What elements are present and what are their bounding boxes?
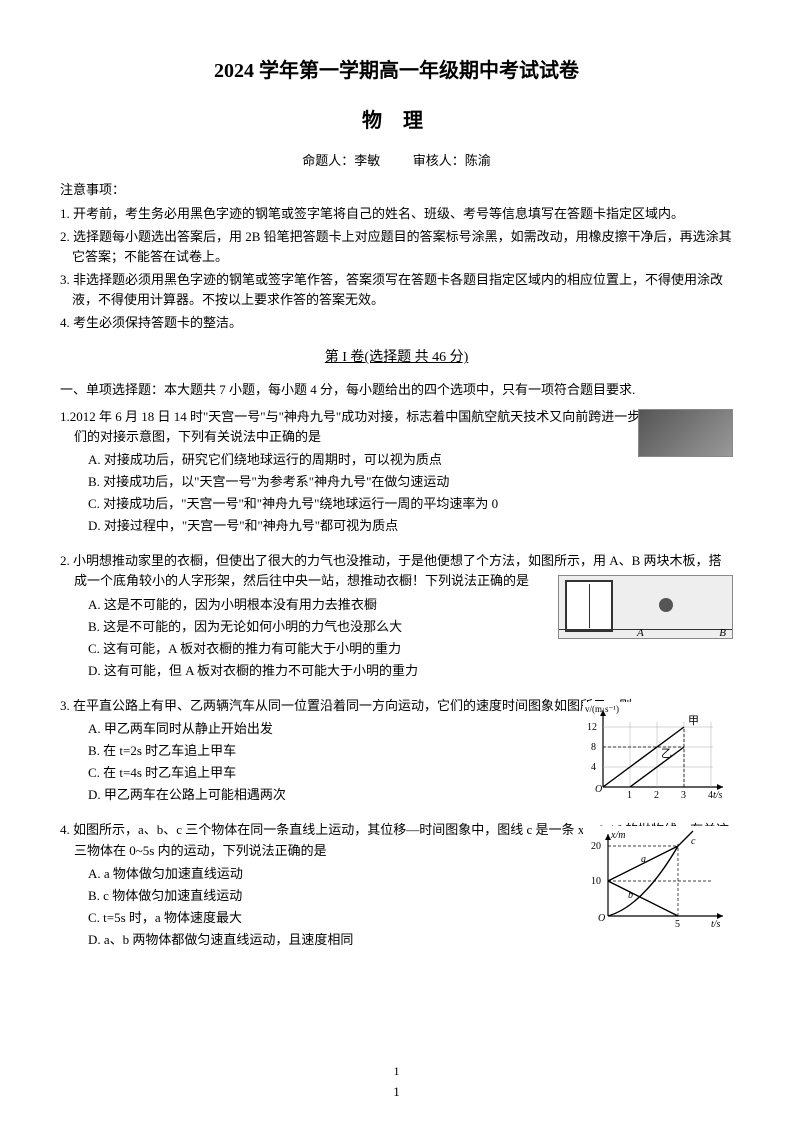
figure-cabinet: AB xyxy=(558,575,733,639)
svg-text:10: 10 xyxy=(591,876,601,887)
svg-text:O: O xyxy=(595,784,602,795)
author1-label: 命题人： xyxy=(302,153,354,168)
svg-text:4: 4 xyxy=(591,762,596,773)
section-instruction: 一、单项选择题：本大题共 7 小题，每小题 4 分，每小题给出的四个选项中，只有… xyxy=(60,380,733,401)
subject-title: 物 理 xyxy=(60,105,733,137)
notice-item: 3. 非选择题必须用黑色字迹的钢笔或签字笔作答，答案须写在答题卡各题目指定区域内… xyxy=(60,270,733,310)
notice-label: 注意事项： xyxy=(60,180,733,201)
svg-text:5: 5 xyxy=(675,919,680,930)
svg-text:a: a xyxy=(641,854,646,865)
q1-option-a: A. 对接成功后，研究它们绕地球运行的周期时，可以视为质点 xyxy=(88,449,733,471)
authors-line: 命题人：李敏 审核人：陈渝 xyxy=(60,151,733,172)
figure-xt-chart: O 10 20 5 t/s x/m a b c xyxy=(583,826,733,931)
page-number-small: 1 xyxy=(0,1062,793,1081)
svg-text:8: 8 xyxy=(591,742,596,753)
q1-option-b: B. 对接成功后，以"天宫一号"为参考系"神舟九号"在做匀速运动 xyxy=(88,471,733,493)
svg-text:O: O xyxy=(598,913,605,924)
question-3: O 4 8 12 1 2 3 4 t/s v/(m·s⁻¹) 甲 乙 3. 在平… xyxy=(60,696,733,807)
notice-item: 4. 考生必须保持答题卡的整洁。 xyxy=(60,313,733,333)
question-2: AB 2. 小明想推动家里的衣橱，但使出了很大的力气也没推动，于是他便想了个方法… xyxy=(60,551,733,682)
svg-text:乙: 乙 xyxy=(661,747,672,760)
q2-option-d: D. 这有可能，但 A 板对衣橱的推力不可能大于小明的重力 xyxy=(88,660,733,682)
author2-name: 陈渝 xyxy=(465,153,491,168)
section-title: 第 I 卷(选择题 共 46 分) xyxy=(60,347,733,369)
svg-text:x/m: x/m xyxy=(610,830,625,841)
question-4: O 10 20 5 t/s x/m a b c 4. 如图所示，a、b、c 三个… xyxy=(60,820,733,951)
svg-text:12: 12 xyxy=(587,722,597,733)
question-1: 1.2012 年 6 月 18 日 14 时"天宫一号"与"神舟九号"成功对接，… xyxy=(60,407,733,538)
svg-text:1: 1 xyxy=(627,790,632,801)
svg-text:b: b xyxy=(628,890,633,901)
svg-text:t/s: t/s xyxy=(713,790,723,801)
svg-text:3: 3 xyxy=(681,790,686,801)
notice-item: 1. 开考前，考生务必用黑色字迹的钢笔或签字笔将自己的姓名、班级、考号等信息填写… xyxy=(60,204,733,224)
svg-text:c: c xyxy=(691,836,696,847)
q1-option-c: C. 对接成功后，"天宫一号"和"神舟九号"绕地球运行一周的平均速率为 0 xyxy=(88,493,733,515)
q1-stem: 1.2012 年 6 月 18 日 14 时"天宫一号"与"神舟九号"成功对接，… xyxy=(60,407,733,447)
notice-item: 2. 选择题每小题选出答案后，用 2B 铅笔把答题卡上对应题目的答案标号涂黑，如… xyxy=(60,227,733,267)
svg-text:2: 2 xyxy=(654,790,659,801)
svg-text:甲: 甲 xyxy=(688,715,699,727)
svg-text:t/s: t/s xyxy=(711,919,721,930)
q1-option-d: D. 对接过程中，"天宫一号"和"神舟九号"都可视为质点 xyxy=(88,515,733,537)
q4-option-d: D. a、b 两物体都做匀速直线运动，且速度相同 xyxy=(88,929,733,951)
author1-name: 李敏 xyxy=(354,153,380,168)
svg-text:20: 20 xyxy=(591,841,601,852)
page-title: 2024 学年第一学期高一年级期中考试试卷 xyxy=(60,55,733,87)
figure-satellite xyxy=(638,409,733,457)
svg-text:v/(m·s⁻¹): v/(m·s⁻¹) xyxy=(585,704,619,714)
page-number: 1 xyxy=(0,1082,793,1103)
author2-label: 审核人： xyxy=(413,153,465,168)
figure-vt-chart: O 4 8 12 1 2 3 4 t/s v/(m·s⁻¹) 甲 乙 xyxy=(583,702,733,802)
